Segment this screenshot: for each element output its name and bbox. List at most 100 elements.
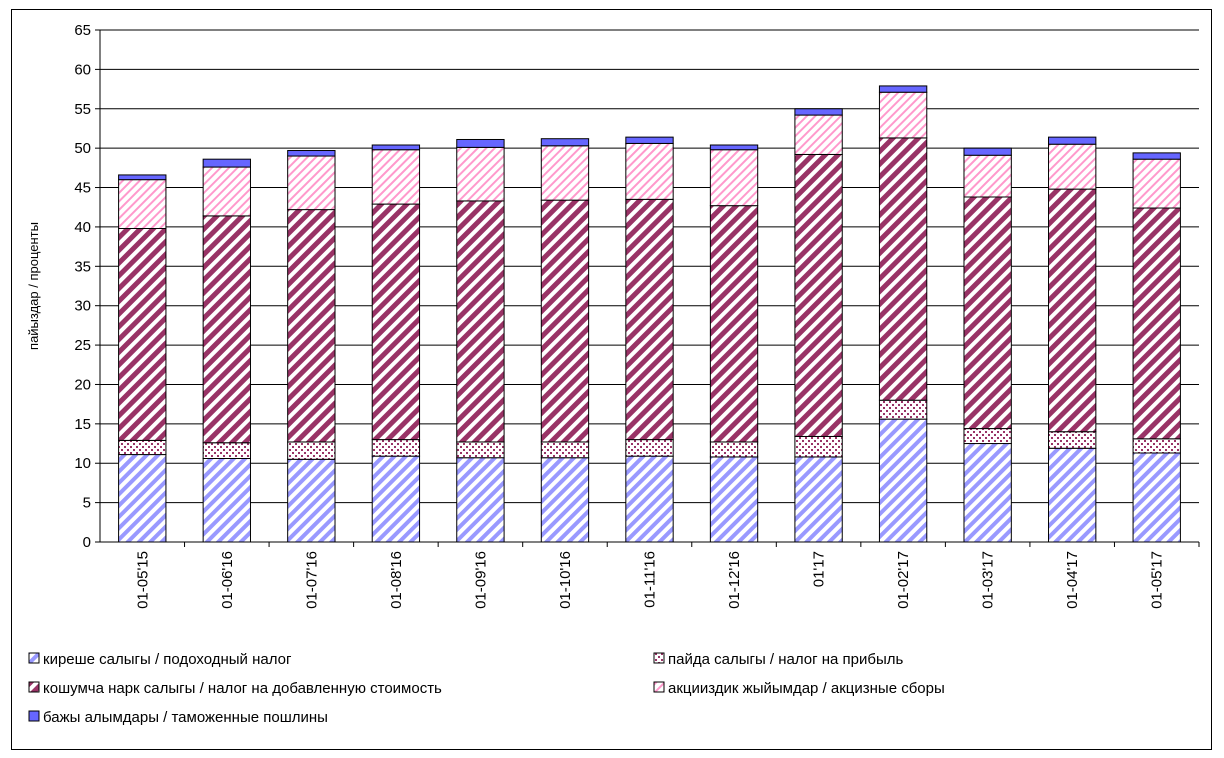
bar-segment <box>709 441 759 458</box>
bar-segment <box>1048 447 1097 543</box>
bar-segment <box>202 215 251 444</box>
bar-segment <box>963 443 1012 543</box>
x-tick-label: 01-11'16 <box>642 551 659 608</box>
legend-swatch <box>653 681 665 693</box>
bar-segment <box>963 147 1012 156</box>
bar-segment <box>202 442 251 460</box>
x-tick-label: 01'17 <box>811 551 828 587</box>
bar-segment <box>287 155 336 211</box>
bar-segment <box>371 203 421 441</box>
x-tick-label: 01-05'15 <box>134 551 151 609</box>
y-tick-label: 20 <box>74 376 91 393</box>
bar-segment <box>963 154 1012 198</box>
bar-segment <box>540 145 590 201</box>
bar-segment <box>456 457 505 543</box>
x-tick-label: 01-10'16 <box>557 551 574 609</box>
bar-segment <box>371 144 421 151</box>
axes <box>95 29 1200 547</box>
legend-swatch <box>28 681 40 693</box>
bar-segment <box>878 85 928 93</box>
bar-segment <box>287 458 336 543</box>
y-tick-label: 0 <box>83 534 91 551</box>
bar-segment <box>540 457 590 543</box>
bar-segment <box>963 196 1012 430</box>
x-tick-label: 01-06'16 <box>219 551 236 609</box>
y-tick-label: 40 <box>74 219 91 236</box>
y-tick-label: 65 <box>74 22 91 39</box>
bar-segment <box>540 441 590 459</box>
bar-segment <box>540 199 590 443</box>
bar-segment <box>1132 452 1181 543</box>
bar-segment <box>625 198 674 441</box>
bar-segment <box>1048 431 1097 449</box>
bar-segment <box>878 91 928 139</box>
bar-segment <box>794 108 843 116</box>
bar-segment <box>118 454 167 543</box>
y-tick-label: 60 <box>74 61 91 78</box>
y-axis-title: пайыздар / проценты <box>26 222 41 350</box>
legend-label: бажы алымдары / таможенные пошлины <box>43 709 328 726</box>
bar-segment <box>878 399 928 420</box>
bar-segment <box>1048 143 1097 190</box>
y-tick-label: 5 <box>83 495 91 512</box>
legend-swatch <box>653 652 665 664</box>
bar-segment <box>287 209 336 443</box>
legend-label: акцииздик жыйымдар / акцизные сборы <box>668 680 945 697</box>
legend-label: киреше салыгы / подоходный налог <box>43 651 292 668</box>
bar-segment <box>1048 136 1097 145</box>
bar-segment <box>1132 152 1181 160</box>
bar-segment <box>456 200 505 443</box>
bar-segment <box>625 455 674 543</box>
bar-segment <box>1048 188 1097 433</box>
bar-segment <box>456 138 505 148</box>
bar-segment <box>202 166 251 217</box>
bar-segment <box>878 418 928 543</box>
bar-segment <box>202 458 251 543</box>
bar-segment <box>878 137 928 401</box>
chart-frame: 0 5 10 15 20 25 30 35 40 45 50 55 60 65 01-05'15 01-06'… <box>11 9 1212 750</box>
legend-label: кошумча нарк салыгы / налог на добавленн… <box>43 680 442 697</box>
y-tick-label: 15 <box>74 416 91 433</box>
x-tick-label: 01-09'16 <box>472 551 489 609</box>
bar-segment <box>287 150 336 157</box>
y-tick-label: 30 <box>74 298 91 315</box>
bar-segment <box>625 439 674 457</box>
y-tick-label: 10 <box>74 455 91 472</box>
bar-segment <box>1132 438 1181 454</box>
bar-segment <box>709 149 759 207</box>
bar-segment <box>794 456 843 543</box>
bar-segment <box>371 439 421 457</box>
bar-segment <box>118 179 167 229</box>
y-tick-label: 35 <box>74 258 91 275</box>
bar-segment <box>456 441 505 459</box>
bar-segment <box>118 227 167 441</box>
bar-segment <box>709 144 759 151</box>
y-tick-label: 45 <box>74 180 91 197</box>
y-tick-label: 25 <box>74 337 91 354</box>
legend: киреше салыгы / подоходный налог пайда са… <box>28 651 945 726</box>
y-tick-label: 50 <box>74 140 91 157</box>
x-tick-label: 01-02'17 <box>895 551 912 609</box>
bar-segment <box>1132 207 1181 440</box>
bar-segment <box>1132 158 1181 209</box>
x-tick-label: 01-07'16 <box>303 551 320 609</box>
x-tick-label: 01-08'16 <box>388 551 405 609</box>
x-tick-label: 01-12'16 <box>726 551 743 609</box>
bar-segment <box>963 428 1012 445</box>
x-tick-label: 01-03'17 <box>980 551 997 609</box>
bar-segment <box>709 205 759 443</box>
x-tick-label: 01-05'17 <box>1149 551 1166 609</box>
bar-segment <box>794 435 843 458</box>
bar-segment <box>118 439 167 456</box>
bar-segment <box>625 136 674 144</box>
tick-labels: 0 5 10 15 20 25 30 35 40 45 50 55 60 65 01-05'15 01-06'… <box>74 22 1165 609</box>
bar-segment <box>202 158 251 168</box>
legend-swatch <box>28 652 40 664</box>
chart-svg: 0 5 10 15 20 25 30 35 40 45 50 55 60 65 01-05'15 01-06'… <box>26 22 1200 726</box>
bar-segment <box>456 146 505 202</box>
bar-segment <box>540 138 590 147</box>
bar-segment <box>625 142 674 200</box>
bar-segment <box>371 149 421 205</box>
bar-segment <box>118 174 167 181</box>
bar-segment <box>794 153 843 437</box>
